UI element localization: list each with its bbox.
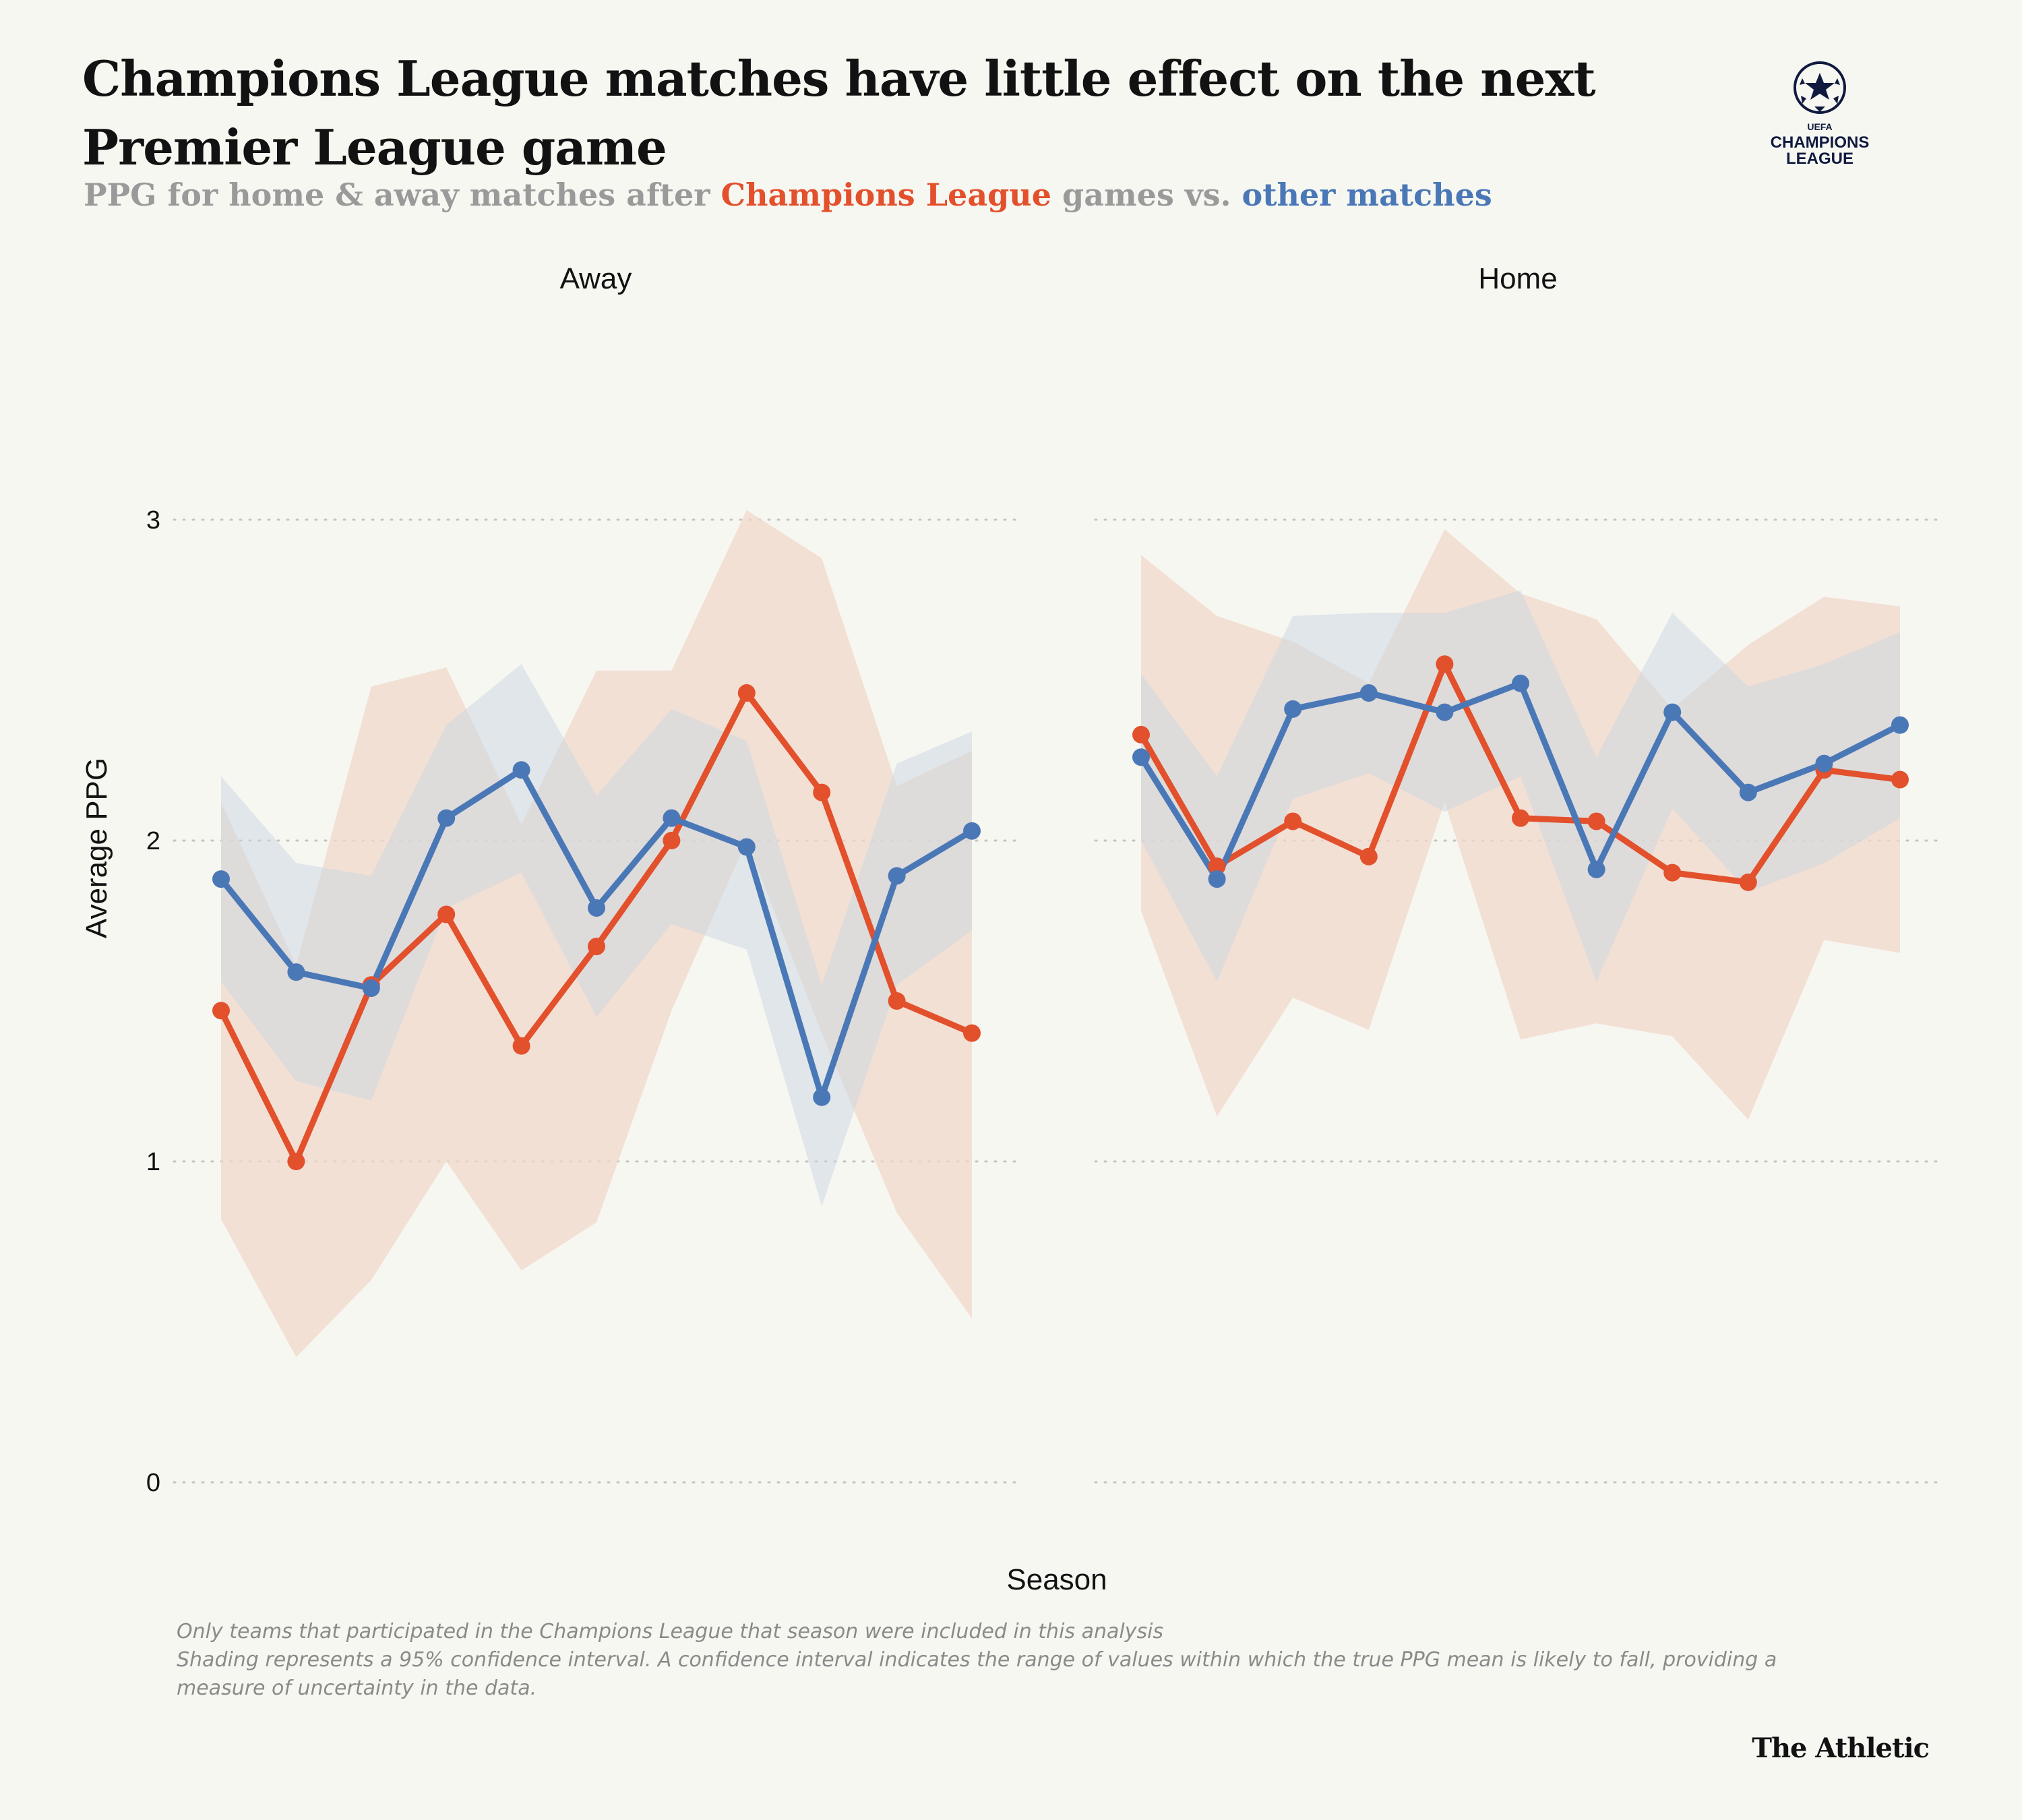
y-tick-label-1: 1 [146, 1148, 160, 1176]
data-point-home-other-2 [1284, 700, 1302, 718]
subtitle-other-matches-label: other matches [1242, 177, 1492, 213]
data-point-home-other-8 [1739, 783, 1757, 801]
logo-text-line2: LEAGUE [1785, 150, 1854, 168]
data-point-home-other-6 [1587, 860, 1605, 878]
subtitle-middle: games vs. [1051, 177, 1242, 213]
data-point-away-champions-league-6 [663, 832, 681, 849]
data-point-away-other-4 [512, 761, 530, 779]
data-point-away-other-8 [813, 1088, 831, 1106]
data-point-away-champions-league-0 [212, 1002, 230, 1020]
data-point-away-other-6 [663, 809, 681, 827]
data-point-home-champions-league-7 [1663, 863, 1682, 882]
data-point-home-champions-league-3 [1359, 847, 1378, 866]
data-point-away-champions-league-4 [512, 1037, 530, 1055]
x-axis-label: Season [1006, 1563, 1107, 1596]
data-point-home-other-7 [1663, 703, 1682, 721]
chart-title: Champions League matches have little eff… [82, 50, 1596, 176]
y-tick-label-2: 2 [146, 827, 160, 855]
footnotes: Only teams that participated in the Cham… [177, 1618, 1862, 1703]
data-point-away-other-1 [287, 963, 305, 981]
series-point-layer [212, 655, 1909, 1170]
data-point-home-other-10 [1891, 716, 1909, 734]
data-point-away-champions-league-9 [888, 992, 906, 1010]
y-tick-label-0: 0 [146, 1469, 160, 1497]
y-axis-label: Average PPG [80, 758, 113, 938]
data-point-away-other-5 [588, 899, 605, 917]
data-point-home-other-4 [1436, 703, 1454, 721]
data-point-away-other-3 [437, 809, 456, 827]
data-point-home-other-5 [1512, 674, 1529, 692]
data-point-home-champions-league-1 [1208, 857, 1226, 876]
data-point-home-champions-league-4 [1436, 655, 1454, 673]
data-point-away-other-0 [212, 870, 230, 888]
data-point-away-other-2 [362, 979, 380, 997]
panel-title-home: Home [1478, 262, 1557, 295]
logo-text-line1: CHAMPIONS [1770, 133, 1870, 152]
champions-league-starball-icon [1794, 61, 1846, 114]
data-point-away-champions-league-8 [813, 783, 831, 801]
data-point-away-champions-league-7 [737, 684, 756, 702]
chart-subtitle: PPG for home & away matches after Champi… [84, 177, 1492, 213]
data-point-home-other-1 [1208, 870, 1226, 888]
data-point-away-other-9 [888, 867, 906, 885]
y-tick-label-3: 3 [146, 506, 160, 535]
footnote-1: Only teams that participated in the Cham… [177, 1620, 1164, 1643]
ppg-line-chart: Away Home 0 1 2 3 Average PPG Season [80, 262, 1942, 1596]
logo-uefa-text: UEFA [1807, 121, 1833, 132]
data-point-home-other-0 [1132, 748, 1150, 766]
data-point-home-champions-league-10 [1891, 770, 1909, 789]
data-point-away-champions-league-3 [437, 905, 456, 923]
panel-title-away: Away [560, 262, 632, 295]
chart-label-layer: Away Home 0 1 2 3 Average PPG Season [80, 262, 1558, 1596]
confidence-band-layer [221, 510, 1900, 1358]
data-point-home-other-9 [1815, 754, 1833, 772]
data-point-home-champions-league-8 [1739, 873, 1757, 891]
data-point-home-champions-league-6 [1587, 812, 1605, 830]
the-athletic-logo: The Athletic [1752, 1732, 1930, 1764]
data-point-away-champions-league-10 [963, 1024, 981, 1042]
data-point-home-champions-league-2 [1284, 812, 1302, 830]
data-point-away-champions-league-5 [588, 938, 605, 956]
ci-band-home-other [1141, 590, 1900, 982]
data-point-home-champions-league-0 [1132, 725, 1150, 744]
footnote-2: Shading represents a 95% confidence inte… [177, 1648, 1777, 1700]
subtitle-champions-league-label: Champions League [721, 177, 1052, 213]
data-point-away-other-7 [737, 838, 756, 856]
ci-band-away-other [221, 664, 972, 1207]
subtitle-prefix: PPG for home & away matches after [84, 177, 721, 213]
data-point-away-champions-league-1 [287, 1153, 305, 1170]
data-point-away-other-10 [963, 822, 981, 840]
data-point-home-champions-league-5 [1512, 809, 1529, 827]
data-point-home-other-3 [1359, 684, 1378, 702]
